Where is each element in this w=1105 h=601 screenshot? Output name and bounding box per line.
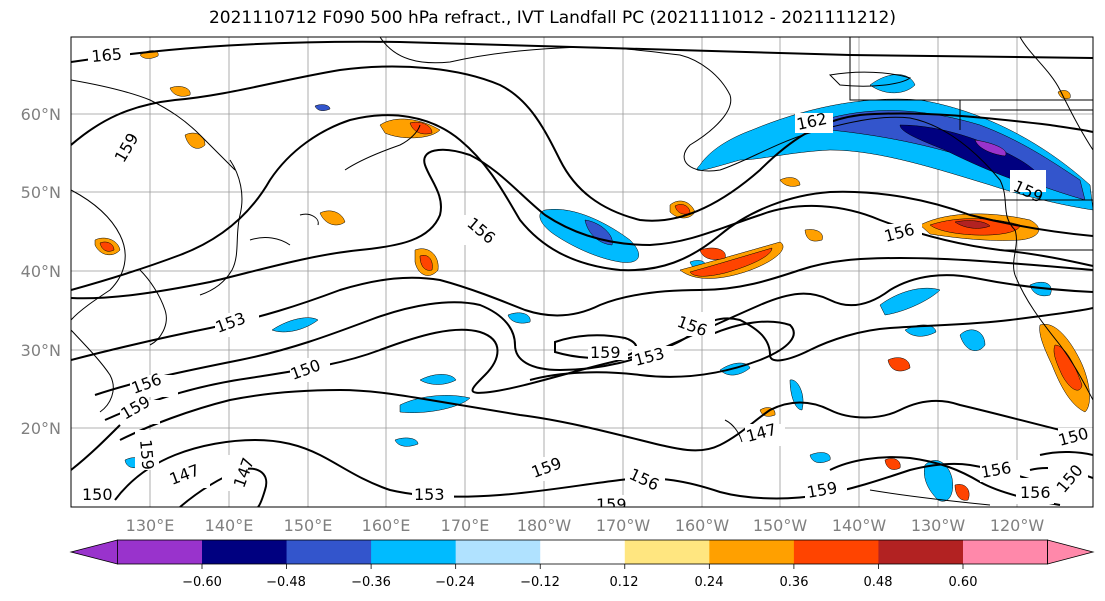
colorbar-segment [793, 540, 879, 564]
colorbar-tick-label: −0.60 [182, 575, 222, 590]
colorbar-segment [624, 540, 710, 564]
colorbar-tick-label: −0.36 [351, 575, 391, 590]
colorbar: −0.60 −0.48 −0.36 −0.24 −0.12 0.12 0.24 … [69, 539, 1095, 590]
colorbar-tick-label: −0.12 [520, 575, 560, 590]
lat-label: 60°N [21, 105, 61, 124]
lat-label: 40°N [21, 262, 61, 281]
colorbar-tick-label: 0.60 [949, 575, 978, 590]
map-frame [70, 36, 1094, 508]
lon-label: 140°W [832, 516, 887, 535]
colorbar-tick-label: −0.24 [435, 575, 475, 590]
contour-label: 159 [590, 343, 621, 362]
lon-label: 120°W [990, 516, 1045, 535]
contour-label: 153 [414, 485, 445, 504]
colorbar-tick-label: 0.12 [610, 575, 639, 590]
lon-label: 170°E [441, 516, 490, 535]
contour-label-group: 165 162 159 159 156 156 156 156 153 153 … [80, 44, 1093, 514]
lat-label: 20°N [21, 419, 61, 438]
lat-label: 50°N [21, 183, 61, 202]
coastlines [71, 37, 1093, 506]
lon-label: 150°W [753, 516, 808, 535]
lat-labels: 60°N 50°N 40°N 30°N 20°N [21, 105, 61, 438]
colorbar-segment [963, 540, 1048, 564]
colorbar-tick-label: 0.48 [864, 575, 893, 590]
lon-label: 180°W [517, 516, 572, 535]
lon-label: 170°W [596, 516, 651, 535]
lon-label: 130°W [911, 516, 966, 535]
colorbar-segment [117, 540, 202, 564]
lon-label: 130°E [126, 516, 175, 535]
lon-label: 160°E [362, 516, 411, 535]
colorbar-segment [202, 540, 288, 564]
lon-labels: 130°E 140°E 150°E 160°E 170°E 180°W 170°… [126, 516, 1045, 535]
colorbar-tick-label: −0.48 [266, 575, 306, 590]
colorbar-segment [540, 540, 626, 564]
map-title: 2021110712 F090 500 hPa refract., IVT La… [208, 8, 896, 28]
contour-label: 159 [136, 439, 158, 471]
lon-label: 150°E [284, 516, 333, 535]
colorbar-segment [709, 540, 795, 564]
colorbar-segment [1047, 539, 1095, 565]
contour-label: 156 [1020, 483, 1051, 502]
contour-label: 165 [91, 44, 123, 66]
contour-label: 159 [596, 495, 627, 514]
colorbar-segment [69, 539, 118, 565]
lon-label: 160°W [675, 516, 730, 535]
colorbar-segment [371, 540, 457, 564]
colorbar-segment [286, 540, 372, 564]
colorbar-segment [455, 540, 541, 564]
lon-label: 140°E [205, 516, 254, 535]
lat-label: 30°N [21, 341, 61, 360]
colorbar-outline [117, 539, 1048, 565]
colorbar-tick-label: 0.36 [780, 575, 809, 590]
contour-label: 150 [82, 485, 113, 504]
colorbar-segment [878, 540, 964, 564]
colorbar-tick-label: 0.24 [695, 575, 724, 590]
